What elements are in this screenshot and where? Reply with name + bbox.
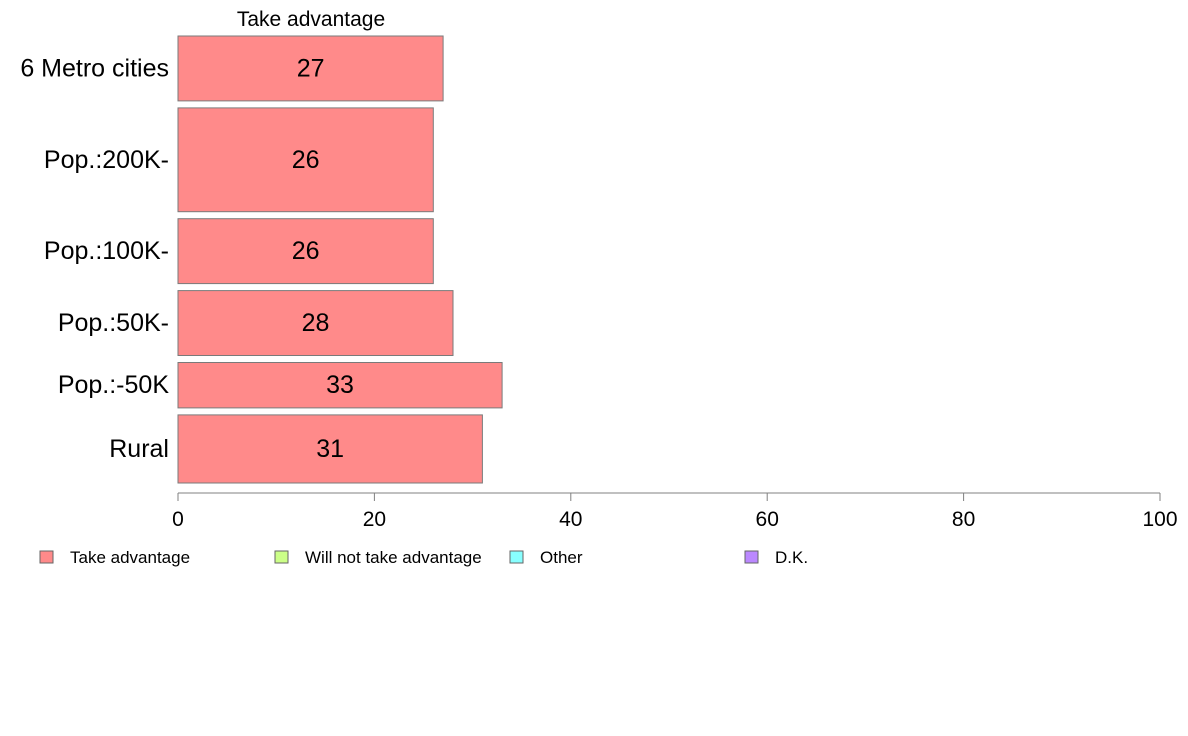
bar-value-label: 26 <box>292 237 320 265</box>
bar <box>177 414 483 484</box>
x-tick-label: 100 <box>1142 508 1177 531</box>
bar <box>177 35 444 102</box>
category-label: Pop.:-50K <box>58 371 170 399</box>
legend-swatch <box>509 550 524 564</box>
bars-group: 27 6 Metro cities 26 Pop.:200K- 26 Pop.:100K-… <box>20 35 503 484</box>
bar-value-label: 26 <box>292 146 320 174</box>
legend-swatch <box>39 550 54 564</box>
bar <box>177 362 503 409</box>
bar-value-label: 33 <box>326 371 354 399</box>
bar <box>177 107 434 213</box>
bar-value-label: 31 <box>316 435 344 463</box>
category-label: Rural <box>109 435 169 463</box>
bar-value-label: 27 <box>297 54 325 82</box>
legend-label: Take advantage <box>70 548 190 567</box>
legend-label: Other <box>540 548 583 567</box>
x-tick-label: 40 <box>559 508 582 531</box>
category-label: Pop.:200K- <box>44 146 169 174</box>
legend-label: D.K. <box>775 548 808 567</box>
legend-swatch <box>274 550 289 564</box>
legend: Take advantage Will not take advantage Oth… <box>39 548 808 567</box>
x-tick-label: 80 <box>952 508 975 531</box>
category-label: Pop.:50K- <box>58 309 169 337</box>
category-label: Pop.:100K- <box>44 237 169 265</box>
bar-value-label: 28 <box>302 309 330 337</box>
x-tick-label: 20 <box>363 508 386 531</box>
x-tick-label: 60 <box>756 508 779 531</box>
legend-label: Will not take advantage <box>305 548 482 567</box>
x-axis: 0 20 40 60 80 100 <box>172 492 1178 531</box>
category-label: 6 Metro cities <box>20 54 169 82</box>
legend-swatch <box>744 550 759 564</box>
bar <box>177 218 434 285</box>
series-title: Take advantage <box>237 8 385 31</box>
bar <box>177 290 454 357</box>
x-tick-label: 0 <box>172 508 184 531</box>
